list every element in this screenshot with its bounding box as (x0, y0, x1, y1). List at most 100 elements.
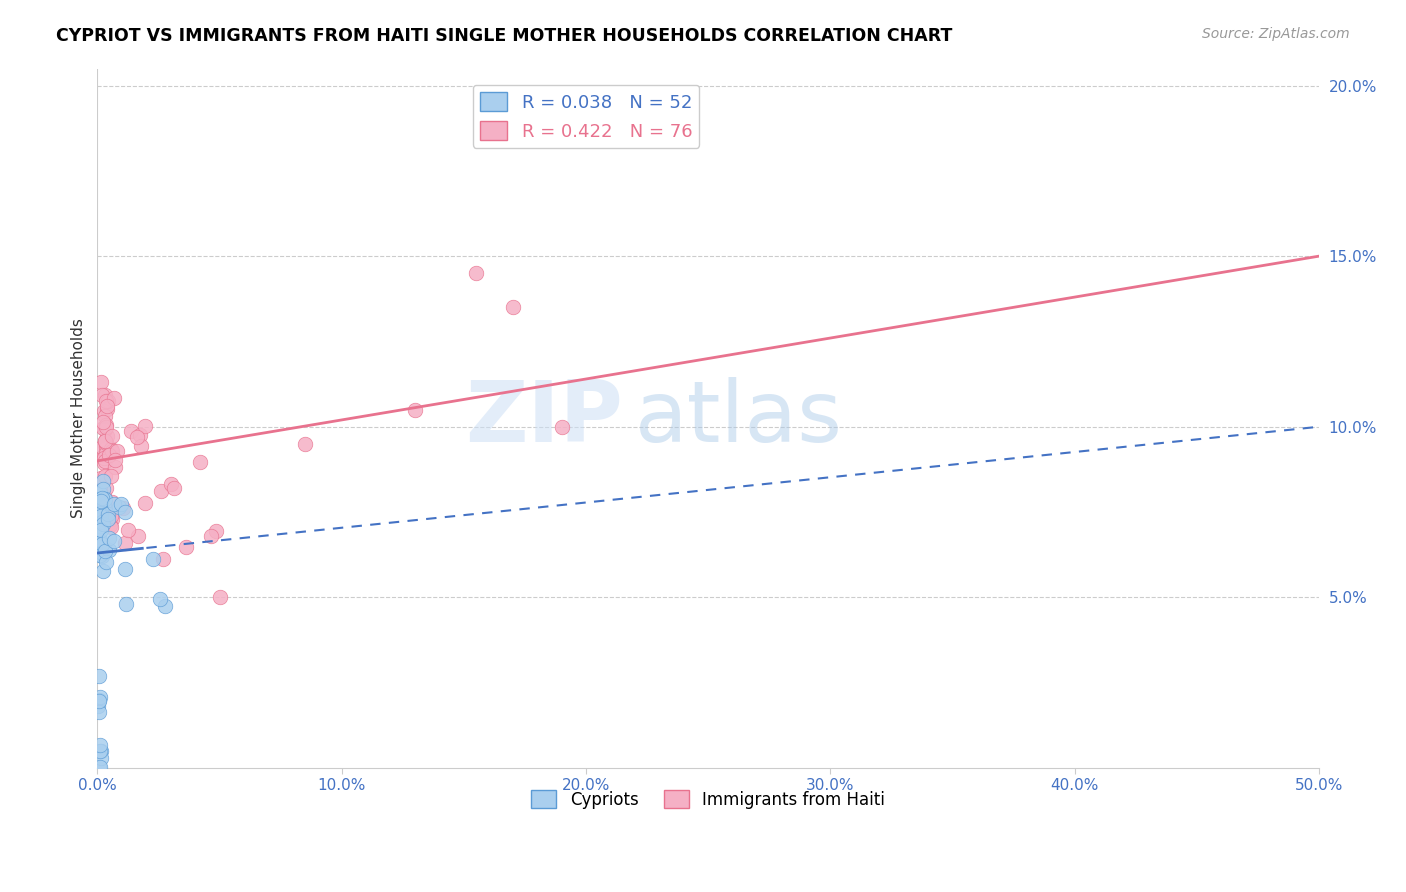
Point (96, 429, 118, 443)
Point (114, 505, 136, 519)
Point (93, 448, 115, 462)
Point (93, 450, 115, 465)
Point (94, 388, 117, 402)
Point (94, 409, 117, 423)
Point (90, 750, 112, 764)
Point (94, 419, 117, 434)
Point (112, 500, 135, 515)
Point (93, 497, 115, 511)
Point (89, 690, 111, 705)
Point (100, 442, 122, 457)
Point (91, 491, 114, 505)
Point (94, 469, 117, 483)
Point (97, 512, 120, 526)
Point (94, 434, 117, 449)
Point (96, 555, 118, 569)
Point (550, 419, 572, 434)
Point (93, 489, 115, 503)
Point (96, 436, 118, 450)
Text: atlas: atlas (634, 376, 842, 459)
Point (89, 760, 111, 774)
Point (205, 524, 228, 538)
Point (93, 499, 115, 513)
Point (89, 738, 111, 752)
Point (114, 562, 136, 576)
Point (96, 401, 118, 416)
Point (125, 429, 148, 443)
Point (89, 549, 111, 563)
Point (89, 744, 111, 758)
Point (87, 535, 110, 549)
Point (97, 531, 120, 545)
Point (142, 552, 165, 566)
Point (91, 564, 114, 578)
Point (104, 459, 127, 474)
Point (87, 506, 110, 520)
Point (134, 496, 156, 510)
Point (162, 481, 184, 495)
Point (90, 507, 112, 521)
Point (101, 495, 124, 509)
Legend: Cypriots, Immigrants from Haiti: Cypriots, Immigrants from Haiti (524, 783, 891, 815)
Point (90, 503, 112, 517)
Point (114, 536, 136, 550)
Point (502, 301, 524, 315)
Point (89, 522, 111, 536)
Point (96, 499, 118, 513)
Point (94, 508, 117, 523)
Point (98, 518, 121, 533)
Point (110, 497, 132, 511)
Point (93, 457, 115, 471)
Point (97, 542, 120, 557)
Point (108, 500, 131, 514)
Point (91, 537, 114, 551)
Y-axis label: Single Mother Households: Single Mother Households (72, 318, 86, 518)
Point (93, 404, 115, 418)
Point (91, 415, 114, 429)
Point (87, 694, 110, 708)
Point (100, 519, 122, 533)
Point (105, 444, 128, 458)
Point (90, 493, 112, 508)
Point (94, 482, 117, 496)
Point (174, 540, 197, 554)
Point (91, 491, 114, 506)
Point (90, 744, 112, 758)
Point (94, 441, 117, 455)
Point (89, 540, 111, 554)
Point (87, 669, 110, 683)
Point (96, 446, 118, 460)
Point (134, 419, 156, 434)
Point (103, 533, 125, 548)
Point (89, 486, 111, 500)
Point (129, 439, 152, 453)
Point (94, 454, 117, 468)
Point (90, 375, 112, 389)
Point (117, 523, 139, 537)
Text: CYPRIOT VS IMMIGRANTS FROM HAITI SINGLE MOTHER HOUSEHOLDS CORRELATION CHART: CYPRIOT VS IMMIGRANTS FROM HAITI SINGLE … (56, 27, 953, 45)
Point (90, 549, 112, 563)
Point (94, 434, 117, 449)
Point (465, 266, 488, 280)
Point (89, 471, 111, 485)
Point (96, 393, 118, 408)
Point (89, 533, 111, 547)
Point (208, 591, 231, 605)
Point (89, 483, 111, 497)
Point (93, 421, 115, 435)
Point (159, 477, 181, 491)
Point (128, 428, 150, 442)
Point (101, 429, 124, 443)
Point (150, 483, 173, 498)
Point (91, 441, 114, 455)
Point (90, 523, 112, 537)
Point (91, 474, 114, 488)
Point (87, 693, 110, 707)
Point (294, 437, 316, 451)
Point (149, 591, 172, 606)
Point (91, 482, 114, 496)
Point (97, 507, 120, 521)
Point (97, 393, 120, 408)
Point (94, 421, 117, 435)
Point (404, 402, 426, 417)
